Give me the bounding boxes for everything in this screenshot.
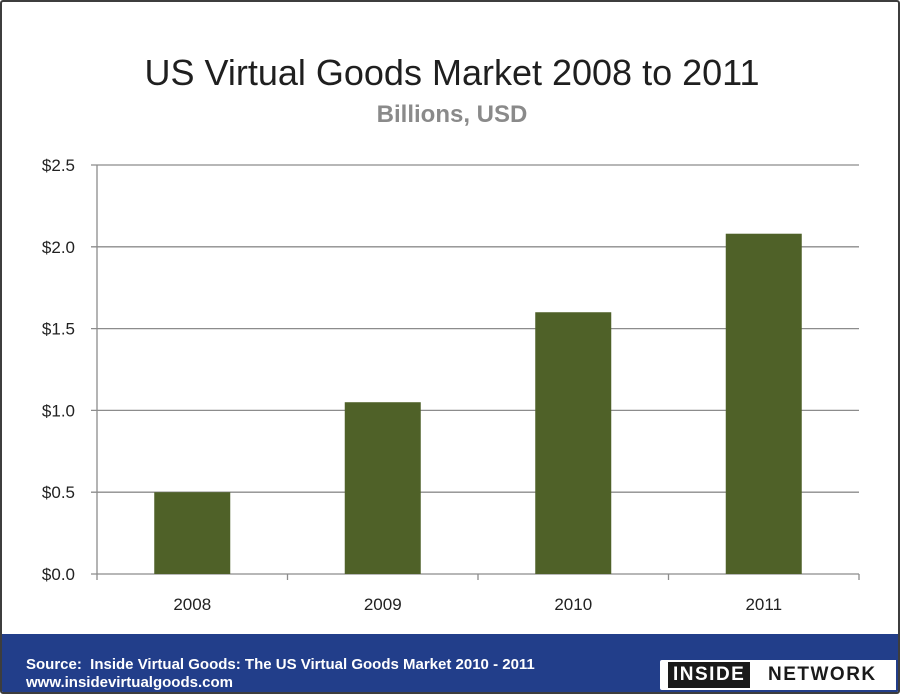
source-text: Source: Inside Virtual Goods: The US Vir… — [26, 656, 535, 673]
x-tick-label: 2010 — [554, 595, 592, 614]
logo-network-text: NETWORK — [768, 664, 877, 685]
x-tick-label: 2008 — [173, 595, 211, 614]
x-tick-label: 2011 — [745, 595, 782, 614]
chart-subtitle: Billions, USD — [376, 101, 528, 128]
source-url[interactable]: www.insidevirtualgoods.com — [26, 674, 233, 691]
y-tick-label: $0.0 — [42, 565, 75, 584]
inside-network-logo: INSIDE NETWORK — [660, 660, 896, 690]
chart-title: US Virtual Goods Market 2008 to 2011 — [144, 52, 760, 93]
x-tick-label: 2009 — [364, 595, 402, 614]
bar-2008 — [154, 492, 231, 574]
bar-2010 — [535, 312, 612, 574]
logo-inside-text: INSIDE — [668, 662, 751, 688]
y-tick-label: $2.0 — [42, 238, 75, 257]
y-tick-label: $2.5 — [42, 156, 75, 175]
bar-2009 — [344, 402, 421, 574]
y-tick-label: $0.5 — [42, 483, 75, 502]
bar-chart: $0.0 $0.5 $1.0 $1.5 $2.0 $2.5 2008 2009 2010 2011 — [42, 156, 860, 614]
y-tick-label: $1.0 — [42, 401, 75, 420]
y-tick-label: $1.5 — [42, 320, 75, 339]
bar-2011 — [725, 233, 802, 574]
footer: Source: Inside Virtual Goods: The US Vir… — [2, 634, 898, 692]
